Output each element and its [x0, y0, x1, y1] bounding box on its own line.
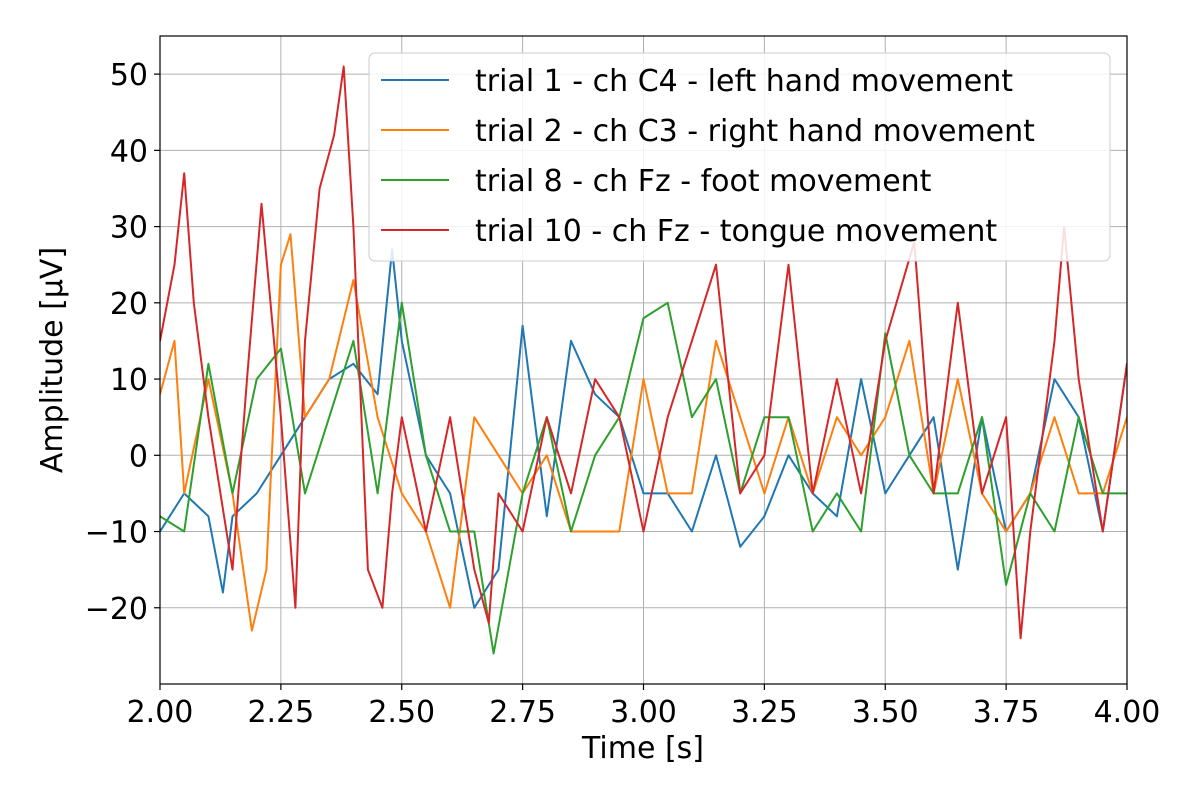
x-axis-ticks: 2.00 2.25 2.50 2.75 3.00 3.25 3.50 3.75 4.00	[127, 684, 1161, 730]
y-tick-label: 0	[129, 439, 148, 474]
legend-label: trial 10 - ch Fz - tongue movement	[475, 214, 997, 249]
y-tick-label: −20	[85, 592, 148, 627]
x-tick-label: 2.00	[127, 695, 194, 730]
x-tick-label: 2.75	[489, 695, 556, 730]
x-tick-label: 3.25	[731, 695, 798, 730]
x-tick-label: 2.50	[368, 695, 435, 730]
y-tick-label: −10	[85, 516, 148, 551]
x-tick-label: 3.75	[973, 695, 1040, 730]
series-line-3	[160, 301, 1127, 655]
y-tick-label: 10	[110, 363, 148, 398]
series-line-4	[160, 65, 1127, 640]
series-lines	[160, 65, 1127, 655]
y-tick-label: 30	[110, 211, 148, 246]
y-tick-label: 40	[110, 134, 148, 169]
x-tick-label: 3.00	[610, 695, 677, 730]
series-line-2	[160, 233, 1127, 632]
legend-box	[368, 52, 1111, 262]
legend-label: trial 8 - ch Fz - foot movement	[475, 164, 932, 199]
y-axis-label: Amplitude [μV]	[35, 247, 70, 473]
x-tick-label: 2.25	[247, 695, 314, 730]
y-tick-label: 20	[110, 287, 148, 322]
x-tick-label: 4.00	[1094, 695, 1161, 730]
y-tick-label: 50	[110, 58, 148, 93]
legend-label: trial 2 - ch C3 - right hand movement	[475, 114, 1035, 149]
legend: trial 1 - ch C4 - left hand movement tria…	[368, 52, 1111, 262]
x-tick-label: 3.50	[852, 695, 919, 730]
y-axis-ticks: −20 −10 0 10 20 30 40 50	[85, 58, 160, 627]
legend-label: trial 1 - ch C4 - left hand movement	[475, 64, 1013, 99]
x-axis-label: Time [s]	[581, 731, 704, 766]
